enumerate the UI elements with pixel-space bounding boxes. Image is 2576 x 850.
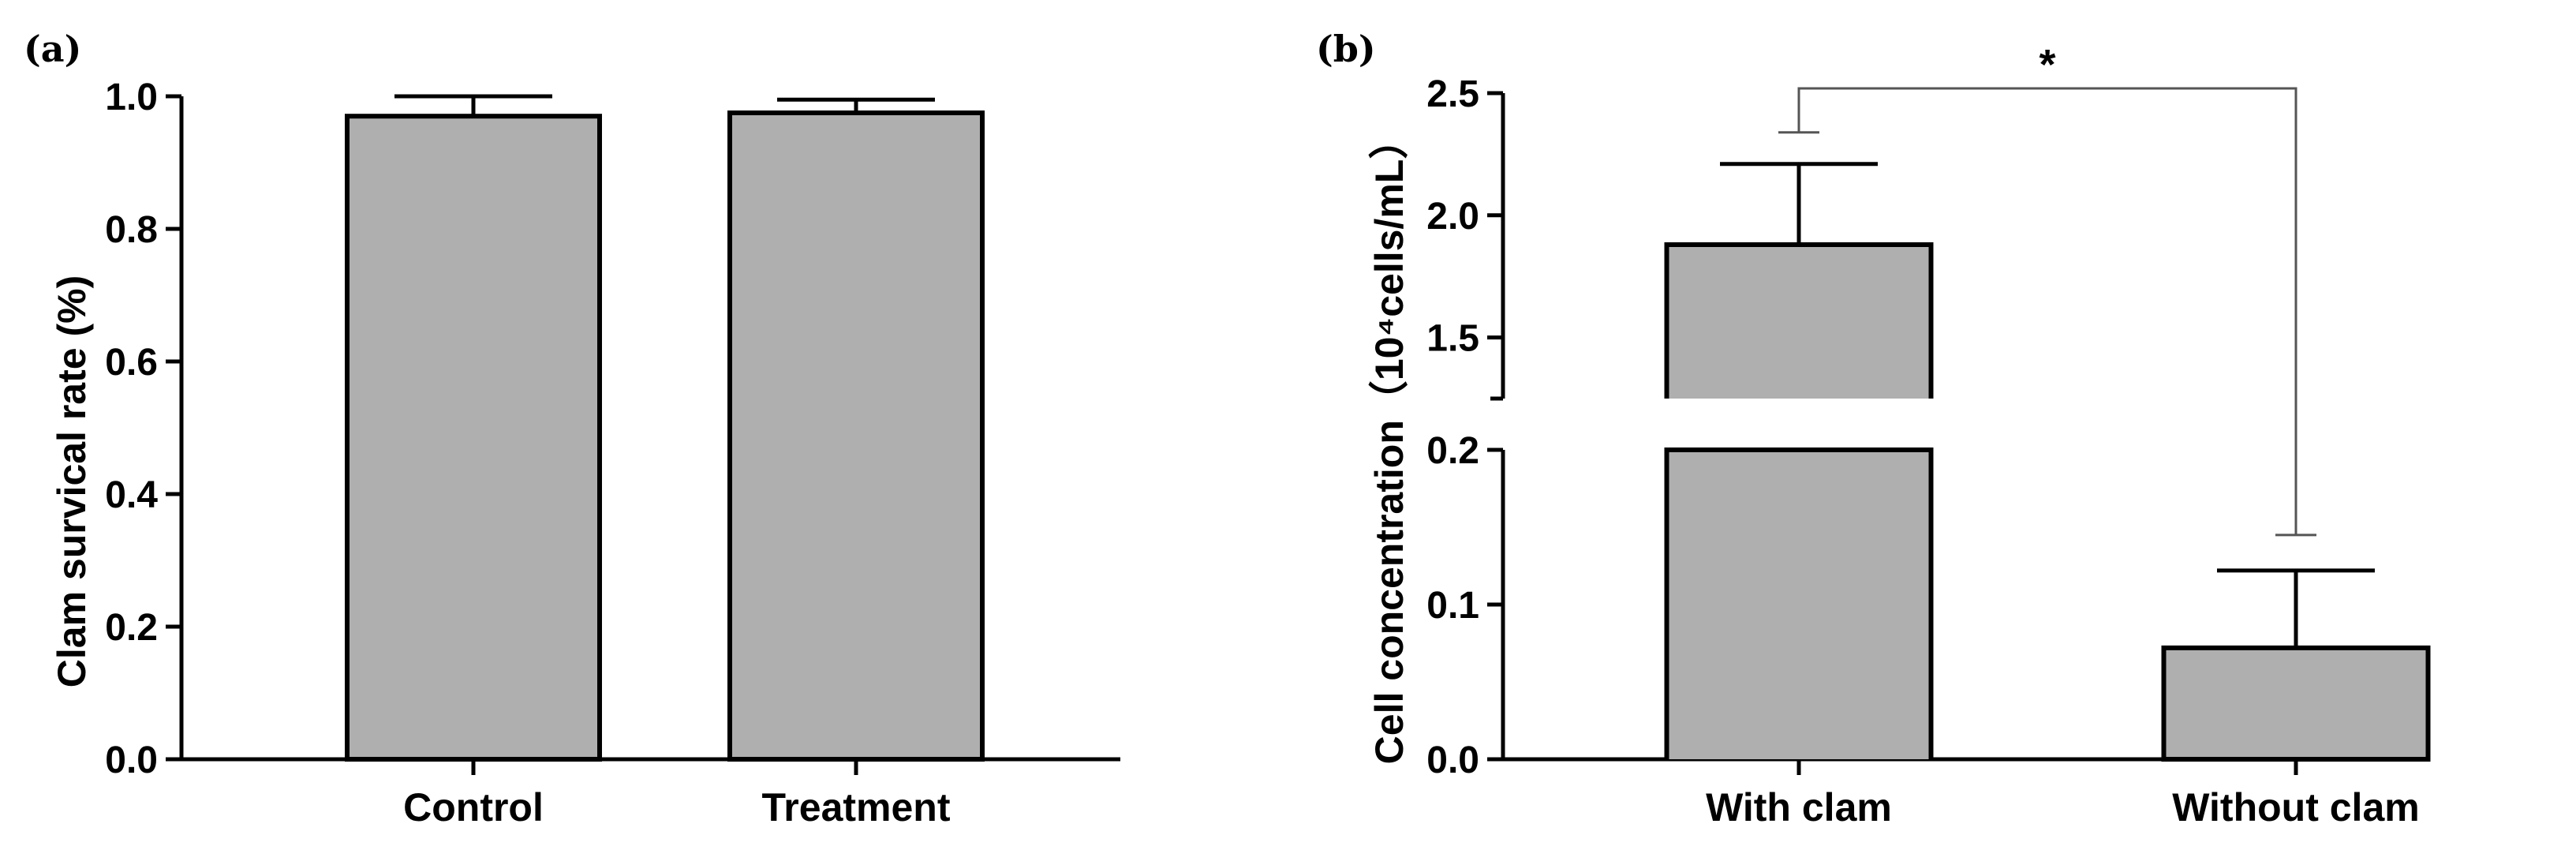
panel-b-concentration-chart: (b) Cell concentration（10⁴cells/mL） 0.00… xyxy=(1316,28,2431,829)
y-tick-label: 0.0 xyxy=(105,740,158,781)
y-tick-label: 1.0 xyxy=(105,77,158,118)
x-tick-label-with-clam: With clam xyxy=(1706,785,1892,829)
panel-b-plot-area: 0.0 0.1 0.2 1.5 2.0 2.5 With clam Without clam * xyxy=(1426,41,2431,829)
y-tick-label: 2.5 xyxy=(1426,73,1479,115)
panel-a-plot-area: 0.0 0.2 0.4 0.6 0.8 1.0 Control Treatment xyxy=(105,77,1120,829)
y-tick-label: 0.2 xyxy=(1426,430,1479,472)
significance-asterisk: * xyxy=(2039,41,2055,88)
x-tick-label-without-clam: Without clam xyxy=(2172,785,2419,829)
y-tick-label: 2.0 xyxy=(1426,196,1479,238)
x-tick-label-treatment: Treatment xyxy=(762,785,951,829)
y-tick-label: 0.2 xyxy=(105,607,158,649)
y-tick-label: 0.1 xyxy=(1426,585,1479,627)
panel-a-survival-chart: (a) Clam survical rate (%) 0.00.20.40.60… xyxy=(24,28,1120,829)
bar-treatment xyxy=(727,110,985,762)
y-tick-label: 1.5 xyxy=(1426,318,1479,360)
panel-b-label: (b) xyxy=(1316,28,1376,70)
panel-a-label: (a) xyxy=(24,28,81,70)
y-tick-label: 0.6 xyxy=(105,342,158,384)
x-tick-label-control: Control xyxy=(403,785,544,829)
bar-without-clam xyxy=(2161,645,2431,762)
bar-control xyxy=(345,114,602,762)
significance-bracket xyxy=(1797,87,2297,535)
bar-with-clam-lower xyxy=(1664,447,1934,759)
y-tick-label: 0.8 xyxy=(105,209,158,251)
panel-a-y-axis-title: Clam survical rate (%) xyxy=(50,275,94,687)
y-tick-label: 0.0 xyxy=(1426,740,1479,781)
bar-with-clam-upper xyxy=(1664,242,1934,399)
y-tick-label: 0.4 xyxy=(105,474,158,516)
panel-b-y-axis-title: Cell concentration（10⁴cells/mL） xyxy=(1367,120,1411,765)
